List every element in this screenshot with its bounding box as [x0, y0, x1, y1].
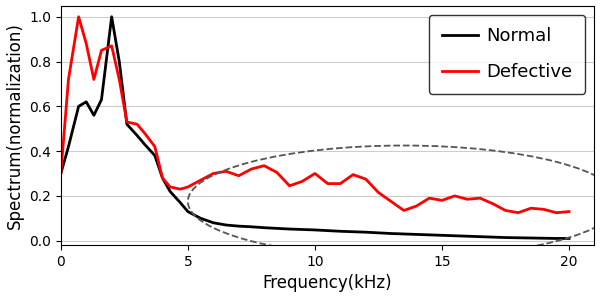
Normal	[515, 236, 522, 240]
Defective	[176, 187, 184, 191]
Defective	[388, 200, 395, 203]
Defective	[151, 145, 158, 148]
Normal	[133, 134, 140, 137]
Normal	[123, 122, 130, 126]
Defective	[223, 170, 230, 173]
Normal	[108, 15, 115, 18]
Normal	[197, 217, 204, 220]
Defective	[527, 207, 535, 210]
Defective	[83, 42, 90, 45]
Normal	[184, 210, 191, 213]
Defective	[108, 44, 115, 48]
Normal	[75, 105, 82, 108]
Normal	[362, 230, 370, 234]
Defective	[90, 78, 97, 81]
Defective	[451, 194, 458, 198]
Defective	[349, 173, 356, 176]
Normal	[65, 145, 72, 148]
Normal	[83, 100, 90, 104]
Normal	[235, 224, 242, 228]
Normal	[375, 231, 382, 235]
Defective	[489, 202, 496, 206]
Normal	[413, 233, 420, 236]
Normal	[540, 236, 547, 240]
Line: Normal: Normal	[61, 17, 569, 238]
Normal	[273, 226, 280, 230]
Normal	[299, 228, 306, 231]
Defective	[159, 176, 166, 180]
Legend: Normal, Defective: Normal, Defective	[429, 15, 586, 94]
Normal	[553, 237, 560, 240]
Normal	[439, 234, 446, 237]
Defective	[273, 170, 280, 174]
Defective	[133, 122, 140, 126]
Normal	[451, 234, 458, 238]
Defective	[515, 211, 522, 215]
Normal	[349, 230, 356, 234]
Defective	[65, 78, 72, 81]
Defective	[116, 78, 123, 81]
Defective	[197, 179, 204, 182]
Defective	[235, 174, 242, 178]
Defective	[362, 177, 370, 181]
Defective	[98, 49, 105, 52]
Normal	[527, 236, 535, 240]
Defective	[439, 198, 446, 202]
Normal	[98, 98, 105, 101]
Defective	[184, 185, 191, 189]
Defective	[425, 196, 433, 200]
Normal	[260, 226, 268, 229]
Defective	[464, 198, 471, 201]
Normal	[476, 235, 484, 238]
Normal	[337, 229, 344, 233]
Defective	[337, 182, 344, 185]
Defective	[209, 172, 217, 175]
Defective	[311, 172, 319, 175]
Defective	[75, 15, 82, 18]
Normal	[176, 201, 184, 204]
Normal	[489, 235, 496, 239]
Defective	[123, 120, 130, 124]
Normal	[388, 232, 395, 235]
Defective	[324, 182, 331, 185]
Defective	[400, 209, 407, 212]
Defective	[57, 172, 64, 175]
Normal	[90, 114, 97, 117]
Y-axis label: Spectrum(normalization): Spectrum(normalization)	[5, 22, 23, 229]
Normal	[159, 176, 166, 180]
Normal	[464, 235, 471, 238]
Defective	[299, 180, 306, 183]
Normal	[151, 154, 158, 157]
Defective	[540, 207, 547, 211]
Defective	[413, 204, 420, 208]
Normal	[141, 143, 148, 146]
Normal	[425, 233, 433, 237]
Defective	[502, 209, 509, 212]
Normal	[286, 227, 293, 231]
Defective	[565, 210, 572, 213]
Normal	[57, 172, 64, 175]
Defective	[286, 184, 293, 188]
Defective	[248, 167, 255, 171]
Normal	[324, 229, 331, 232]
Normal	[565, 237, 572, 240]
Normal	[311, 228, 319, 232]
Defective	[141, 131, 148, 135]
Defective	[553, 211, 560, 215]
Defective	[375, 191, 382, 194]
Normal	[209, 221, 217, 225]
Normal	[116, 60, 123, 63]
Normal	[166, 190, 173, 193]
Line: Defective: Defective	[61, 17, 569, 213]
Normal	[223, 223, 230, 227]
Defective	[260, 164, 268, 167]
Normal	[502, 236, 509, 239]
Defective	[166, 185, 173, 189]
X-axis label: Frequency(kHz): Frequency(kHz)	[263, 274, 392, 292]
Normal	[400, 232, 407, 236]
Defective	[476, 196, 484, 200]
Normal	[248, 225, 255, 229]
